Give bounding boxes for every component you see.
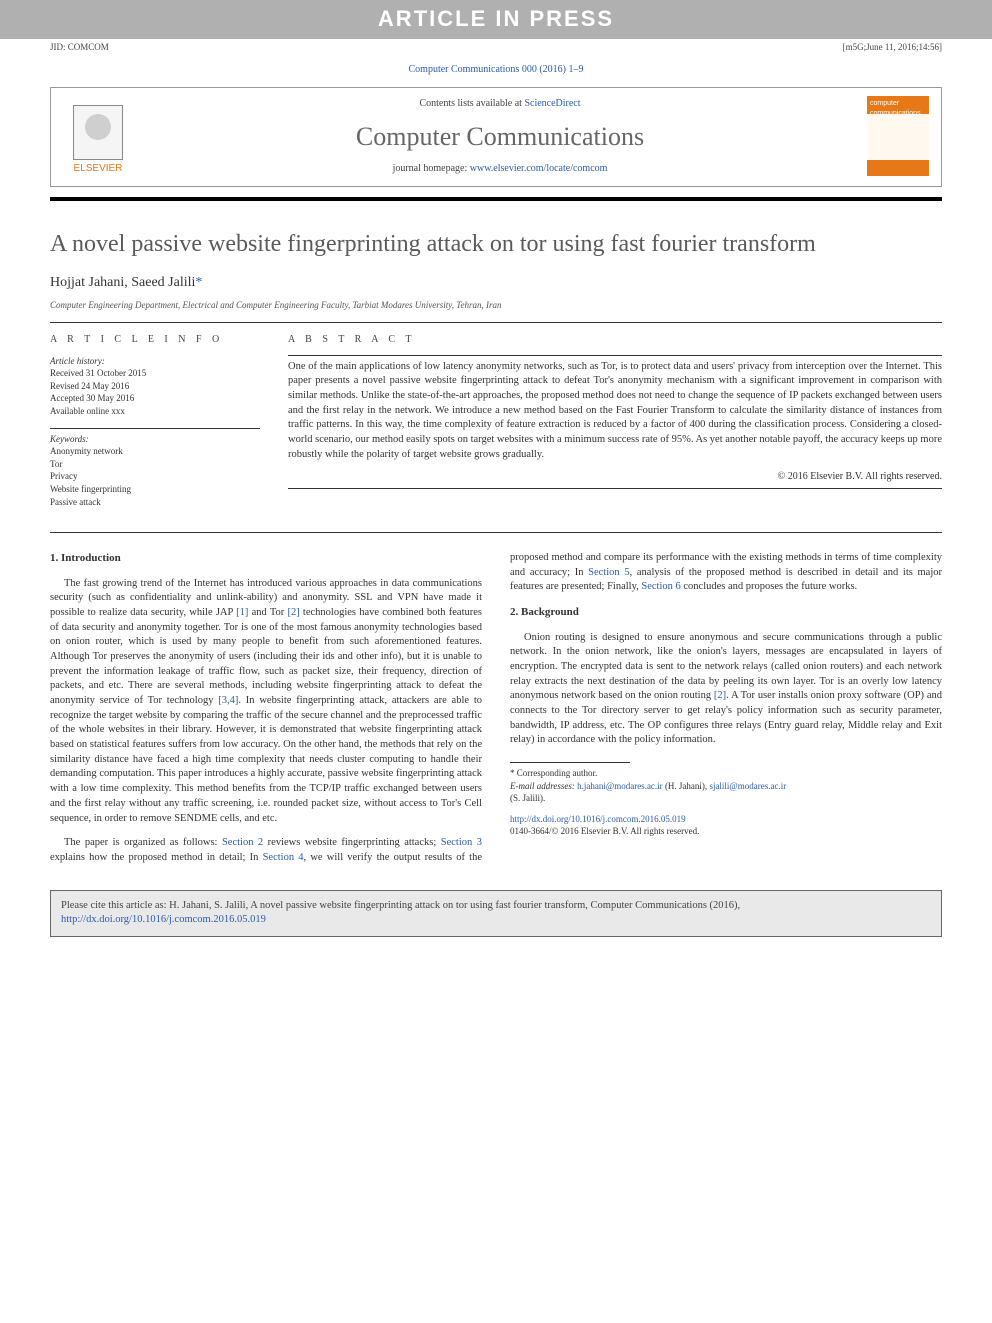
keyword: Passive attack <box>50 496 260 509</box>
citation-box: Please cite this article as: H. Jahani, … <box>50 890 942 937</box>
divider <box>50 322 942 323</box>
journal-reference-link[interactable]: Computer Communications 000 (2016) 1–9 <box>409 64 584 75</box>
section-heading-intro: 1. Introduction <box>50 551 482 566</box>
email-label: E-mail addresses: <box>510 781 577 791</box>
issn-copyright: 0140-3664/© 2016 Elsevier B.V. All right… <box>510 825 942 838</box>
page: ARTICLE IN PRESS JID: COMCOM [m5G;June 1… <box>0 0 992 937</box>
divider <box>288 488 942 489</box>
ref-link[interactable]: [1] <box>236 607 248 618</box>
author-names: Hojjat Jahani, Saeed Jalili <box>50 275 195 290</box>
contents-prefix: Contents lists available at <box>419 98 524 109</box>
corresponding-asterisk: * <box>195 275 202 290</box>
article-title: A novel passive website fingerprinting a… <box>50 229 942 259</box>
keyword: Privacy <box>50 470 260 483</box>
contents-line: Contents lists available at ScienceDirec… <box>133 97 867 111</box>
keyword: Tor <box>50 458 260 471</box>
section-link[interactable]: Section 2 <box>222 837 263 848</box>
elsevier-logo: ELSEVIER <box>63 96 133 176</box>
abstract-column: A B S T R A C T One of the main applicat… <box>288 333 942 519</box>
section-link[interactable]: Section 6 <box>641 581 680 592</box>
jid-code: JID: COMCOM <box>50 41 109 54</box>
journal-reference: Computer Communications 000 (2016) 1–9 <box>0 55 992 81</box>
keyword: Website fingerprinting <box>50 483 260 496</box>
authors: Hojjat Jahani, Saeed Jalili* <box>50 273 942 293</box>
article-info-column: A R T I C L E I N F O Article history: R… <box>50 333 260 519</box>
journal-name: Computer Communications <box>133 119 867 155</box>
available-online: Available online xxx <box>50 405 260 418</box>
keywords-label: Keywords: <box>50 433 260 446</box>
received-date: Received 31 October 2015 <box>50 367 260 380</box>
publisher-label: ELSEVIER <box>74 162 123 176</box>
text: reviews website fingerprinting attacks; <box>263 837 441 848</box>
accepted-date: Accepted 30 May 2016 <box>50 392 260 405</box>
revised-date: Revised 24 May 2016 <box>50 380 260 393</box>
affiliation: Computer Engineering Department, Electri… <box>50 299 942 312</box>
article-info-heading: A R T I C L E I N F O <box>50 333 260 347</box>
article-in-press-bar: ARTICLE IN PRESS <box>0 0 992 39</box>
keyword: Anonymity network <box>50 445 260 458</box>
ref-link[interactable]: [2] <box>714 690 726 701</box>
history-label: Article history: <box>50 355 260 368</box>
body-columns: 1. Introduction The fast growing trend o… <box>50 551 942 865</box>
divider <box>288 355 942 356</box>
doi-link[interactable]: http://dx.doi.org/10.1016/j.comcom.2016.… <box>510 814 686 824</box>
divider <box>50 532 942 533</box>
article-history-block: Article history: Received 31 October 201… <box>50 355 260 418</box>
text: (S. Jalili). <box>510 793 545 803</box>
text: concludes and proposes the future works. <box>681 581 857 592</box>
build-stamp: [m5G;June 11, 2016;14:56] <box>843 41 942 54</box>
abstract-text: One of the main applications of low late… <box>288 360 942 463</box>
sciencedirect-link[interactable]: ScienceDirect <box>524 98 580 109</box>
ref-link[interactable]: [2] <box>287 607 299 618</box>
corresponding-author-note: * Corresponding author. <box>510 767 942 780</box>
section-link[interactable]: Section 5 <box>588 567 629 578</box>
doi-block: http://dx.doi.org/10.1016/j.comcom.2016.… <box>510 813 942 838</box>
abstract-copyright: © 2016 Elsevier B.V. All rights reserved… <box>288 470 942 484</box>
journal-cover-thumb: computer communications <box>867 96 929 176</box>
text: (H. Jahani), <box>663 781 710 791</box>
keywords-block: Keywords: Anonymity network Tor Privacy … <box>50 428 260 509</box>
citation-doi-link[interactable]: http://dx.doi.org/10.1016/j.comcom.2016.… <box>61 914 266 925</box>
text: technologies have combined both features… <box>50 607 482 706</box>
journal-homepage-link[interactable]: www.elsevier.com/locate/comcom <box>470 163 608 174</box>
citation-text: Please cite this article as: H. Jahani, … <box>61 900 740 911</box>
meta-row: JID: COMCOM [m5G;June 11, 2016;14:56] <box>0 39 992 56</box>
section-heading-background: 2. Background <box>510 605 942 620</box>
text: and Tor <box>248 607 287 618</box>
elsevier-tree-icon <box>73 105 123 160</box>
section-link[interactable]: Section 3 <box>441 837 482 848</box>
section-link[interactable]: Section 4 <box>263 852 304 863</box>
author-email-link[interactable]: h.jahani@modares.ac.ir <box>577 781 663 791</box>
text: . In website fingerprinting attack, atta… <box>50 695 482 824</box>
footnote-separator <box>510 762 630 763</box>
intro-paragraph-1: The fast growing trend of the Internet h… <box>50 577 482 827</box>
text: explains how the proposed method in deta… <box>50 852 263 863</box>
author-email-link[interactable]: sjalili@modares.ac.ir <box>709 781 786 791</box>
ref-link[interactable]: [3,4] <box>218 695 238 706</box>
journal-header-box: ELSEVIER Contents lists available at Sci… <box>50 87 942 187</box>
background-paragraph-1: Onion routing is designed to ensure anon… <box>510 631 942 749</box>
homepage-prefix: journal homepage: <box>393 163 470 174</box>
abstract-heading: A B S T R A C T <box>288 333 942 347</box>
text: The paper is organized as follows: <box>64 837 222 848</box>
footnotes: * Corresponding author. E-mail addresses… <box>510 767 942 805</box>
email-line: E-mail addresses: h.jahani@modares.ac.ir… <box>510 780 942 805</box>
homepage-line: journal homepage: www.elsevier.com/locat… <box>133 162 867 176</box>
